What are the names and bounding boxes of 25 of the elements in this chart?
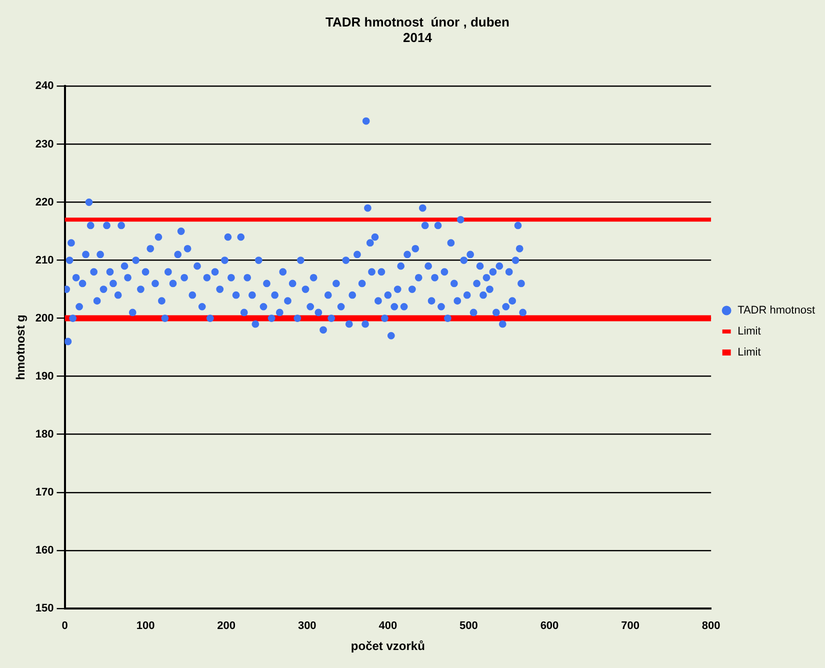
x-tick-label: 300	[298, 620, 316, 632]
y-tick-label: 170	[35, 486, 54, 498]
y-tick-label: 190	[35, 370, 54, 382]
x-tick-label: 400	[378, 620, 398, 632]
x-tick-label: 600	[540, 620, 559, 632]
legend-label: TADR hmotnost	[738, 304, 816, 317]
legend-label: Limit	[738, 326, 761, 338]
y-tick-label: 200	[35, 312, 54, 324]
y-tick-label: 230	[35, 138, 54, 150]
y-tick-label: 240	[35, 80, 54, 92]
x-tick-label: 100	[136, 620, 155, 632]
y-tick-label: 160	[35, 544, 54, 556]
y-tick-label: 150	[35, 602, 54, 614]
x-tick-label: 0	[62, 620, 68, 632]
y-tick-label: 220	[35, 196, 54, 208]
legend-label: Limit	[738, 346, 761, 359]
x-tick-label: 700	[621, 620, 640, 632]
x-axis-title: počet vzorků	[350, 639, 425, 654]
y-tick-label: 180	[35, 428, 54, 440]
y-axis-title: hmotnost g	[14, 314, 28, 380]
x-tick-label: 200	[217, 620, 236, 632]
chart-title: TADR hmotnost únor , duben 2014	[326, 14, 510, 45]
y-tick-label: 210	[35, 254, 54, 266]
x-tick-label: 500	[460, 620, 478, 632]
x-tick-label: 800	[702, 620, 720, 632]
